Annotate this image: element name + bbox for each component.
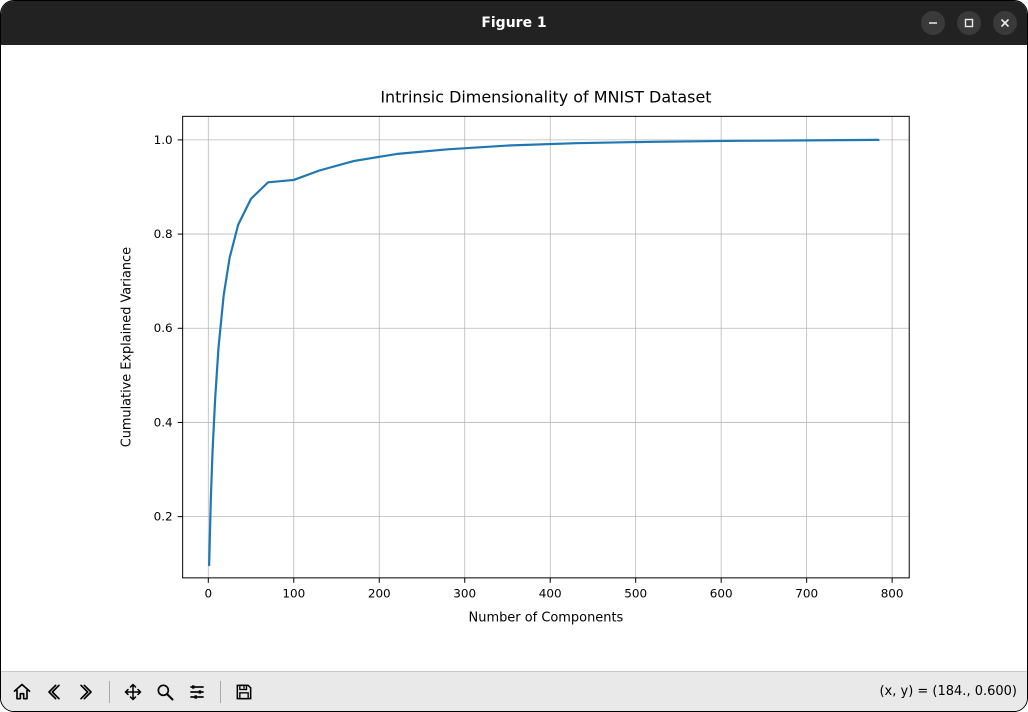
cursor-coordinates: (x, y) = (184., 0.600) [879, 684, 1017, 699]
svg-text:700: 700 [795, 587, 818, 601]
figure-window: Figure 1 0 100 200 300 400 500 600 700 800 0.2 0.4… [0, 0, 1028, 712]
home-button[interactable] [11, 681, 33, 703]
svg-text:0.2: 0.2 [154, 510, 173, 524]
view-group [122, 681, 208, 703]
back-button[interactable] [43, 681, 65, 703]
forward-button[interactable] [75, 681, 97, 703]
zoom-icon [155, 682, 175, 702]
configure-icon [187, 682, 207, 702]
pan-button[interactable] [122, 681, 144, 703]
svg-text:800: 800 [881, 587, 904, 601]
pan-icon [123, 682, 143, 702]
svg-text:Number of Components: Number of Components [469, 610, 624, 625]
svg-text:0: 0 [204, 587, 212, 601]
matplotlib-toolbar: (x, y) = (184., 0.600) [1, 671, 1027, 711]
toolbar-separator [109, 681, 110, 703]
configure-button[interactable] [186, 681, 208, 703]
titlebar: Figure 1 [1, 1, 1027, 45]
svg-text:200: 200 [368, 587, 391, 601]
save-icon [234, 682, 254, 702]
minimize-icon [927, 17, 939, 29]
svg-text:Intrinsic Dimensionality of MN: Intrinsic Dimensionality of MNIST Datase… [380, 88, 711, 107]
nav-group [11, 681, 97, 703]
svg-text:0.6: 0.6 [154, 321, 173, 335]
plot-svg: 0 100 200 300 400 500 600 700 800 0.2 0.4 0.6 0.8 1.0… [5, 49, 1023, 667]
zoom-button[interactable] [154, 681, 176, 703]
maximize-button[interactable] [957, 11, 981, 35]
svg-text:0.4: 0.4 [154, 415, 173, 429]
back-icon [44, 682, 64, 702]
svg-text:Cumulative Explained Variance: Cumulative Explained Variance [120, 247, 135, 447]
home-icon [12, 682, 32, 702]
close-button[interactable] [993, 11, 1017, 35]
forward-icon [76, 682, 96, 702]
maximize-icon [963, 17, 975, 29]
save-button[interactable] [233, 681, 255, 703]
toolbar-separator [220, 681, 221, 703]
svg-text:300: 300 [453, 587, 476, 601]
svg-text:500: 500 [624, 587, 647, 601]
svg-text:400: 400 [539, 587, 562, 601]
window-controls [921, 11, 1017, 35]
svg-text:1.0: 1.0 [154, 133, 173, 147]
svg-text:100: 100 [282, 587, 305, 601]
minimize-button[interactable] [921, 11, 945, 35]
svg-text:600: 600 [710, 587, 733, 601]
window-title: Figure 1 [481, 15, 546, 31]
save-group [233, 681, 255, 703]
close-icon [999, 17, 1011, 29]
plot-wrap: 0 100 200 300 400 500 600 700 800 0.2 0.4 0.6 0.8 1.0… [5, 49, 1023, 667]
svg-text:0.8: 0.8 [154, 227, 173, 241]
figure-canvas[interactable]: 0 100 200 300 400 500 600 700 800 0.2 0.4 0.6 0.8 1.0… [1, 45, 1027, 671]
